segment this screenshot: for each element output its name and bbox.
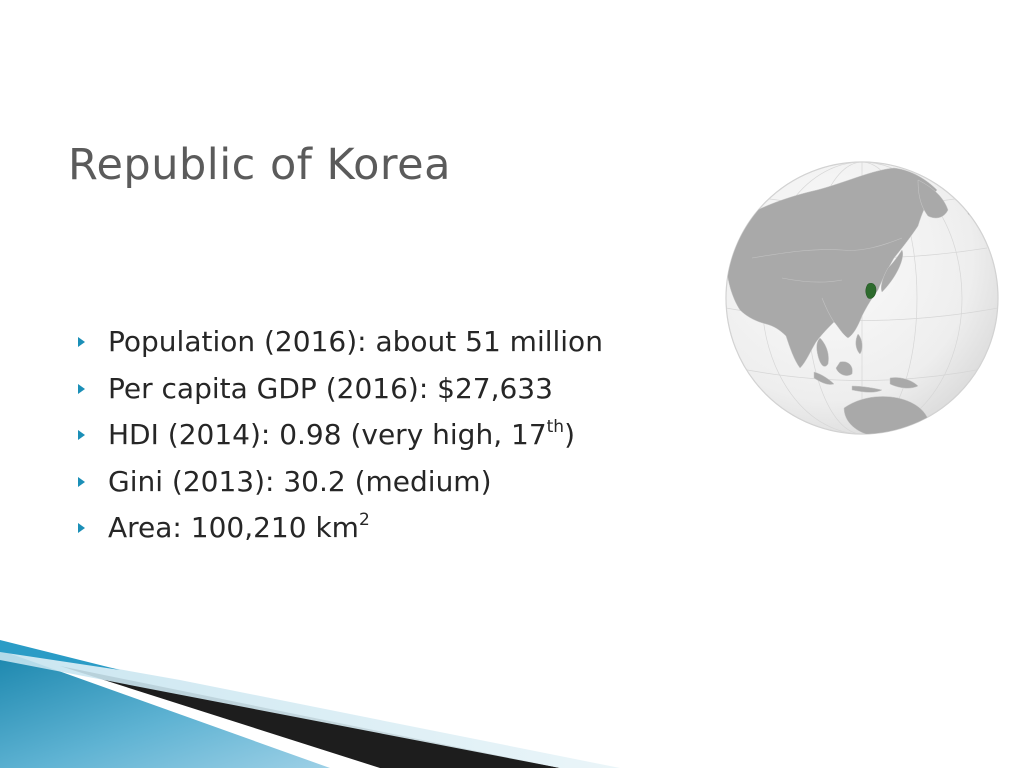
bullet-text-suffix: ): [564, 418, 576, 451]
bullet-item-hdi: HDI (2014): 0.98 (very high, 17th): [78, 417, 718, 464]
triangle-right-icon: [78, 337, 85, 347]
decorative-swoosh: [0, 640, 620, 768]
triangle-right-icon: [78, 430, 85, 440]
bullet-text-group: Area: 100,210 km2: [108, 510, 370, 546]
bullet-text: Area: 100,210 km: [108, 511, 359, 544]
bullet-item-population: Population (2016): about 51 million: [78, 324, 718, 371]
superscript-text: th: [546, 416, 565, 437]
globe-map-icon: [725, 161, 999, 435]
bullet-text: Population (2016): about 51 million: [108, 325, 603, 358]
bullet-text: HDI (2014): 0.98 (very high, 17: [108, 418, 547, 451]
triangle-right-icon: [78, 476, 85, 487]
triangle-right-icon: [78, 383, 85, 394]
bullet-list: Population (2016): about 51 million Per …: [78, 324, 718, 557]
bullet-item-gdp: Per capita GDP (2016): $27,633: [78, 371, 718, 418]
bullet-item-area: Area: 100,210 km2: [78, 510, 718, 557]
slide-title: Republic of Korea: [68, 140, 451, 190]
bullet-text: Per capita GDP (2016): $27,633: [108, 371, 553, 405]
bullet-text: Gini (2013): 30.2 (medium): [108, 464, 492, 498]
bullet-text-group: HDI (2014): 0.98 (very high, 17th): [108, 417, 575, 453]
superscript-text: 2: [358, 509, 370, 530]
bullet-item-gini: Gini (2013): 30.2 (medium): [78, 464, 718, 511]
triangle-right-icon: [78, 523, 85, 533]
